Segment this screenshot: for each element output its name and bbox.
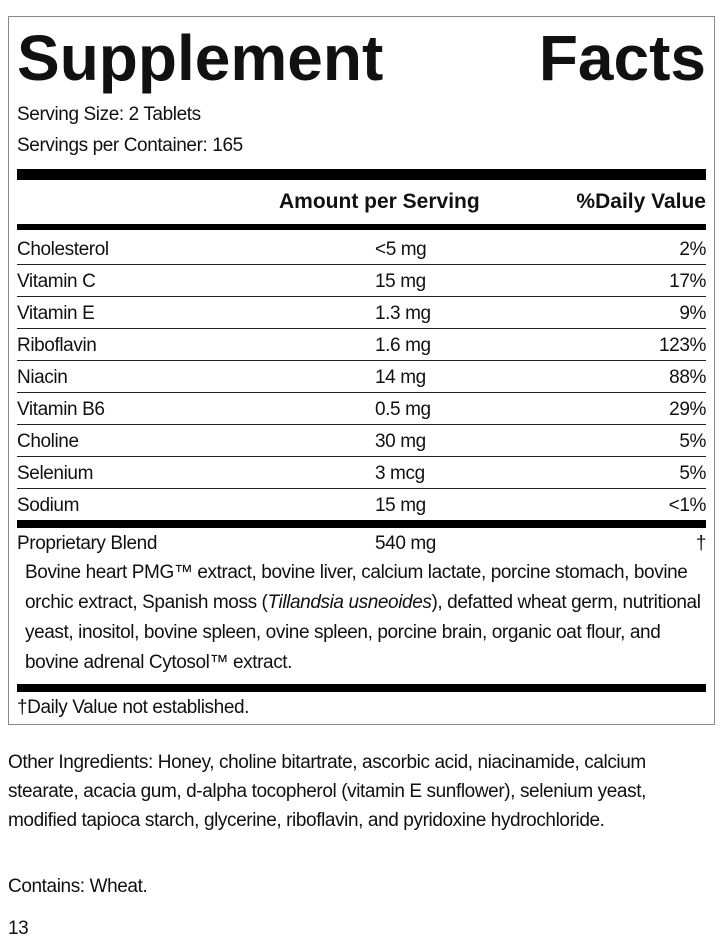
- nutrient-row: Cholesterol <5 mg 2%: [17, 233, 706, 265]
- nutrient-name: Vitamin B6: [17, 399, 105, 420]
- text: Bovine heart PMG™ extract, bovine liver,…: [25, 562, 688, 613]
- nutrient-row: Sodium 15 mg <1%: [17, 489, 706, 520]
- nutrient-name: Sodium: [17, 495, 80, 516]
- nutrient-rows: Cholesterol <5 mg 2% Vitamin C 15 mg 17% Vitam…: [17, 233, 706, 520]
- nutrient-row: Vitamin E 1.3 mg 9%: [17, 297, 706, 329]
- amount: <5 mg: [375, 239, 427, 260]
- amount: 1.3 mg: [375, 303, 431, 324]
- column-header: Amount per Serving %Daily Value: [17, 180, 706, 224]
- facts-panel: Supplement Facts Serving Size: 2 Tablets…: [8, 16, 715, 725]
- italic-text: Tillandsia usneoides: [267, 592, 432, 613]
- blend-amount: 540 mg: [375, 533, 436, 554]
- daily-value: 88%: [669, 367, 706, 388]
- nutrient-row: Vitamin C 15 mg 17%: [17, 265, 706, 297]
- other-ingredients: Other Ingredients: Honey, choline bitart…: [8, 752, 646, 831]
- servings-per-container: Servings per Container: 165: [17, 135, 243, 156]
- amount: 3 mcg: [375, 463, 425, 484]
- daily-value: 5%: [679, 463, 706, 484]
- column-label: %Daily Value: [576, 190, 706, 213]
- nutrient-row: Selenium 3 mcg 5%: [17, 457, 706, 489]
- page-number: 13: [8, 918, 29, 939]
- nutrient-name: Cholesterol: [17, 239, 109, 260]
- daily-value: 9%: [679, 303, 706, 324]
- divider: [17, 520, 706, 528]
- blend-description: Bovine heart PMG™ extract, bovine liver,…: [17, 558, 706, 684]
- text: ), defatted wheat germ, nutritional yeas…: [25, 592, 701, 673]
- daily-value: <1%: [668, 495, 707, 516]
- daily-value: 5%: [679, 431, 706, 452]
- footnote: †Daily Value not established.: [17, 697, 250, 718]
- amount: 14 mg: [375, 367, 426, 388]
- nutrient-name: Selenium: [17, 463, 94, 484]
- divider: [17, 169, 706, 180]
- column-label: Amount per Serving: [279, 190, 480, 213]
- nutrient-row: Choline 30 mg 5%: [17, 425, 706, 457]
- divider: [17, 684, 706, 692]
- nutrient-row: Niacin 14 mg 88%: [17, 361, 706, 393]
- nutrient-name: Niacin: [17, 367, 68, 388]
- blend-name: Proprietary Blend: [17, 533, 157, 554]
- amount: 1.6 mg: [375, 335, 431, 356]
- amount: 30 mg: [375, 431, 426, 452]
- title: Supplement Facts: [17, 22, 706, 94]
- nutrient-row: Vitamin B6 0.5 mg 29%: [17, 393, 706, 425]
- contains: Contains: Wheat.: [8, 876, 148, 897]
- daily-value: 29%: [669, 399, 706, 420]
- nutrient-name: Choline: [17, 431, 79, 452]
- nutrient-row: Riboflavin 1.6 mg 123%: [17, 329, 706, 361]
- divider: [17, 224, 706, 230]
- amount: 0.5 mg: [375, 399, 431, 420]
- daily-value: 2%: [679, 239, 706, 260]
- daily-value: 123%: [659, 335, 706, 356]
- nutrient-name: Riboflavin: [17, 335, 97, 356]
- blend-row: Proprietary Blend 540 mg †: [17, 528, 706, 558]
- nutrient-name: Vitamin E: [17, 303, 95, 324]
- serving-size: Serving Size: 2 Tablets: [17, 104, 201, 125]
- amount: 15 mg: [375, 495, 426, 516]
- amount: 15 mg: [375, 271, 426, 292]
- daily-value: 17%: [669, 271, 706, 292]
- nutrient-name: Vitamin C: [17, 271, 96, 292]
- blend-daily-value: †: [695, 533, 707, 554]
